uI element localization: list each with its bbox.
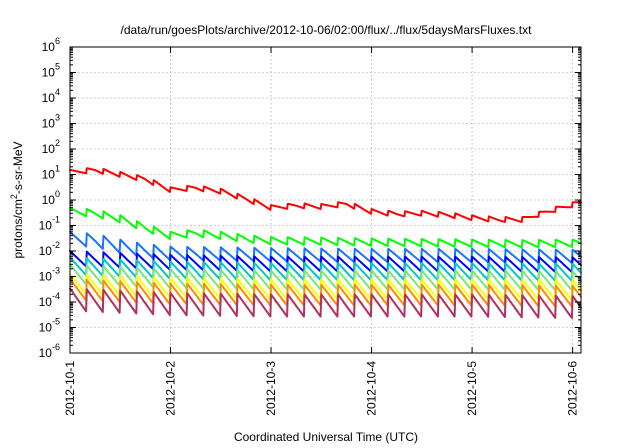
y-tick-label-base: 10	[42, 142, 56, 156]
y-tick-label: 10-3	[39, 266, 60, 284]
y-tick-label: 105	[42, 62, 60, 80]
y-tick-label-exponent: 4	[55, 87, 60, 97]
y-tick-label-base: 10	[39, 219, 53, 233]
y-tick-label-base: 10	[42, 40, 56, 54]
series-line-1	[69, 167, 582, 223]
x-tick-label: 2012-10-1	[63, 361, 77, 416]
y-tick-label-exponent: -1	[52, 215, 60, 225]
y-axis-label-unit: protons/cm	[11, 199, 25, 258]
x-tick-label: 2012-10-5	[465, 361, 479, 416]
x-tick-label: 2012-10-4	[365, 361, 379, 416]
y-tick-label-base: 10	[42, 117, 56, 131]
svg-text:protons/cm2-s-sr-MeV: protons/cm2-s-sr-MeV	[9, 141, 25, 258]
y-tick-label-exponent: 3	[55, 113, 60, 123]
y-tick-label-exponent: -6	[52, 342, 60, 352]
series-line-3	[69, 230, 582, 264]
y-tick-label-exponent: 6	[55, 36, 60, 46]
y-tick-label: 10-4	[39, 291, 60, 309]
chart-title: /data/run/goesPlots/archive/2012-10-06/0…	[121, 23, 533, 37]
y-tick-label-base: 10	[42, 168, 56, 182]
y-tick-label-base: 10	[39, 270, 53, 284]
y-tick-label: 100	[42, 189, 60, 207]
y-tick-label-base: 10	[39, 295, 53, 309]
tick-layer: 10-610-510-410-310-210-11001011021031041…	[39, 36, 581, 416]
y-tick-label-exponent: 2	[55, 138, 60, 148]
grid	[70, 47, 581, 353]
x-tick-label: 2012-10-2	[164, 361, 178, 416]
y-tick-label-exponent: 0	[55, 189, 60, 199]
y-tick-label: 104	[42, 87, 60, 105]
series-line-7	[69, 272, 582, 301]
x-tick-label: 2012-10-6	[566, 361, 580, 416]
series-line-8	[69, 278, 582, 308]
series-line-5	[69, 256, 582, 282]
x-tick-label: 2012-10-3	[264, 361, 278, 416]
y-axis-label: protons/cm2-s-sr-MeV	[9, 141, 25, 258]
series-line-4	[69, 250, 582, 274]
y-tick-label: 10-1	[39, 215, 60, 233]
y-tick-label-base: 10	[42, 193, 56, 207]
y-tick-label: 10-6	[39, 342, 60, 360]
y-tick-label-exponent: -2	[52, 240, 60, 250]
y-tick-label: 10-5	[39, 317, 60, 335]
y-tick-label: 101	[42, 164, 60, 182]
y-tick-label-exponent: -4	[52, 291, 60, 301]
y-tick-label-base: 10	[39, 244, 53, 258]
y-tick-label-base: 10	[39, 321, 53, 335]
y-axis-label-rest: -s-sr-MeV	[11, 141, 25, 194]
y-tick-label-base: 10	[42, 91, 56, 105]
y-tick-label-exponent: 5	[55, 62, 60, 72]
series-layer	[69, 167, 582, 320]
y-tick-label: 10-2	[39, 240, 60, 258]
y-tick-label-exponent: 1	[55, 164, 60, 174]
x-axis-label: Coordinated Universal Time (UTC)	[234, 430, 418, 444]
y-axis-label-exponent: 2	[9, 194, 19, 199]
series-line-2	[69, 206, 582, 249]
y-tick-label: 103	[42, 113, 60, 131]
series-line-6	[69, 263, 582, 292]
y-tick-label-exponent: -3	[52, 266, 60, 276]
y-tick-label-base: 10	[42, 66, 56, 80]
y-tick-label-base: 10	[39, 346, 53, 360]
y-tick-label-exponent: -5	[52, 317, 60, 327]
y-tick-label: 106	[42, 36, 60, 54]
y-tick-label: 102	[42, 138, 60, 156]
series-line-9	[69, 287, 582, 320]
